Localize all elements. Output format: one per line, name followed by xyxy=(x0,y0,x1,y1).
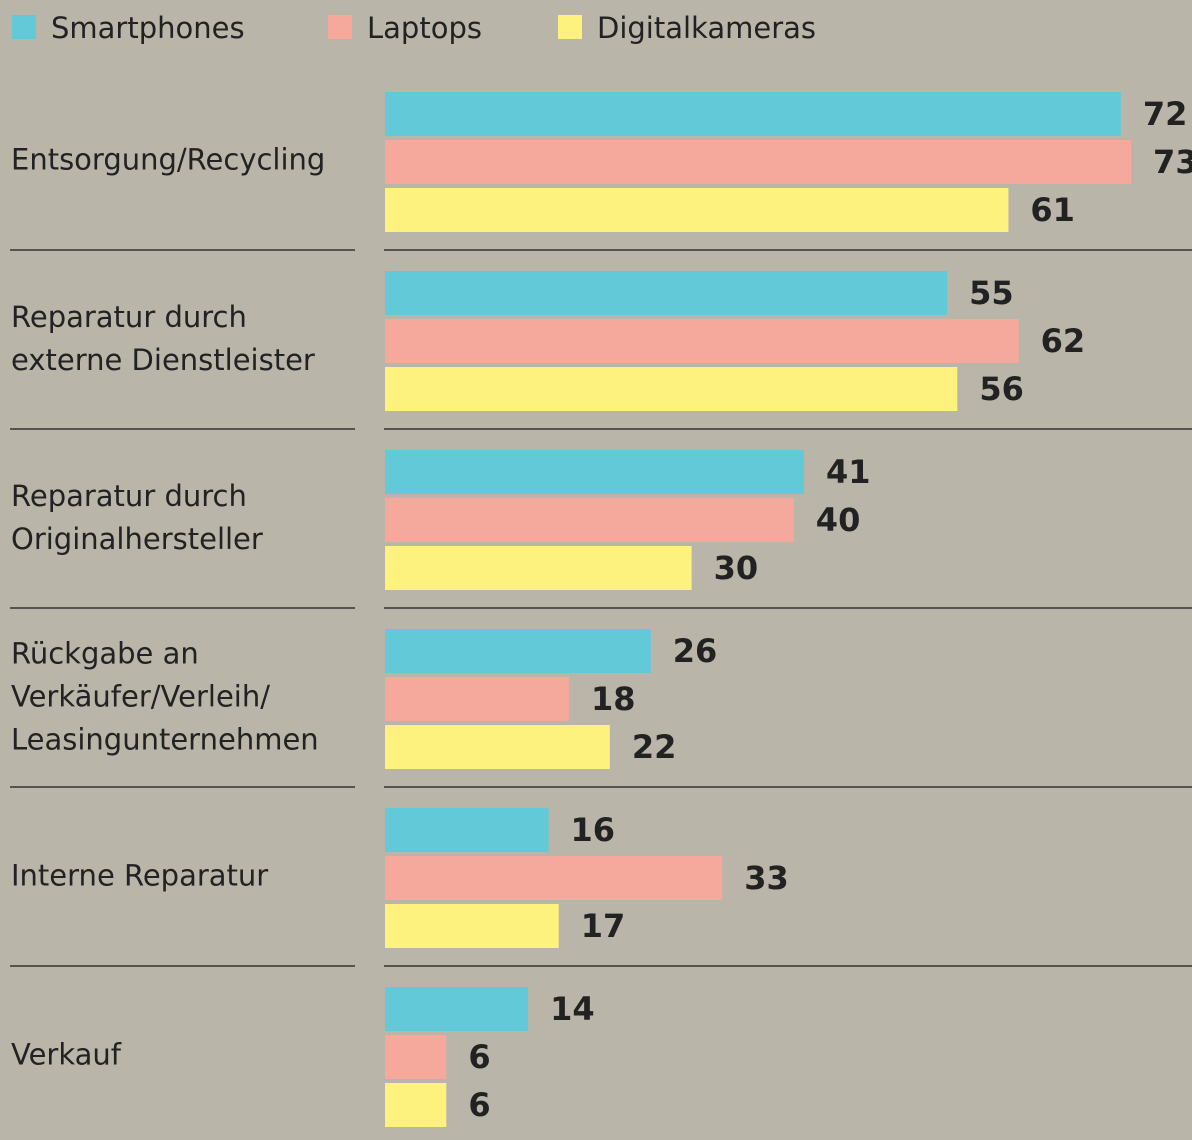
value-label: 17 xyxy=(581,907,626,945)
bar xyxy=(385,271,948,315)
bar xyxy=(385,629,651,673)
legend-label: Digitalkameras xyxy=(597,11,817,45)
legend-swatch xyxy=(558,15,582,39)
category-label: Entsorgung/Recycling xyxy=(11,142,326,177)
value-label: 6 xyxy=(468,1038,490,1076)
bar xyxy=(385,140,1132,184)
value-label: 55 xyxy=(969,274,1014,312)
value-label: 14 xyxy=(550,990,595,1028)
value-label: 6 xyxy=(468,1086,490,1124)
bar xyxy=(385,546,692,590)
value-label: 26 xyxy=(673,632,718,670)
category-label: Verkauf xyxy=(11,1037,121,1072)
legend-swatch xyxy=(328,15,352,39)
bar xyxy=(385,319,1019,363)
bar xyxy=(385,188,1009,232)
legend-label: Laptops xyxy=(367,11,482,45)
bar xyxy=(385,987,529,1031)
bar xyxy=(385,1083,447,1127)
value-label: 16 xyxy=(571,811,616,849)
value-label: 73 xyxy=(1153,143,1192,181)
category-label: Interne Reparatur xyxy=(11,858,269,893)
bar xyxy=(385,367,958,411)
value-label: 33 xyxy=(744,859,789,897)
value-label: 56 xyxy=(979,370,1024,408)
value-label: 41 xyxy=(826,453,871,491)
bar xyxy=(385,808,549,852)
bar xyxy=(385,677,569,721)
value-label: 30 xyxy=(714,549,759,587)
legend-swatch xyxy=(12,15,36,39)
value-label: 40 xyxy=(816,501,861,539)
value-label: 18 xyxy=(591,680,636,718)
value-label: 22 xyxy=(632,728,677,766)
value-label: 72 xyxy=(1143,95,1188,133)
bar xyxy=(385,92,1121,136)
bar xyxy=(385,450,805,494)
bar xyxy=(385,904,559,948)
value-label: 61 xyxy=(1030,191,1075,229)
bar xyxy=(385,856,723,900)
bar xyxy=(385,725,610,769)
category-label: Reparatur durch externe Dienstleister xyxy=(11,300,315,377)
value-label: 62 xyxy=(1041,322,1086,360)
bar xyxy=(385,498,794,542)
legend-label: Smartphones xyxy=(51,11,245,45)
category-label: Rückgabe an Verkäufer/Verleih/ Leasingun… xyxy=(11,636,319,757)
bar xyxy=(385,1035,447,1079)
category-label: Reparatur durch Originalhersteller xyxy=(11,479,263,556)
